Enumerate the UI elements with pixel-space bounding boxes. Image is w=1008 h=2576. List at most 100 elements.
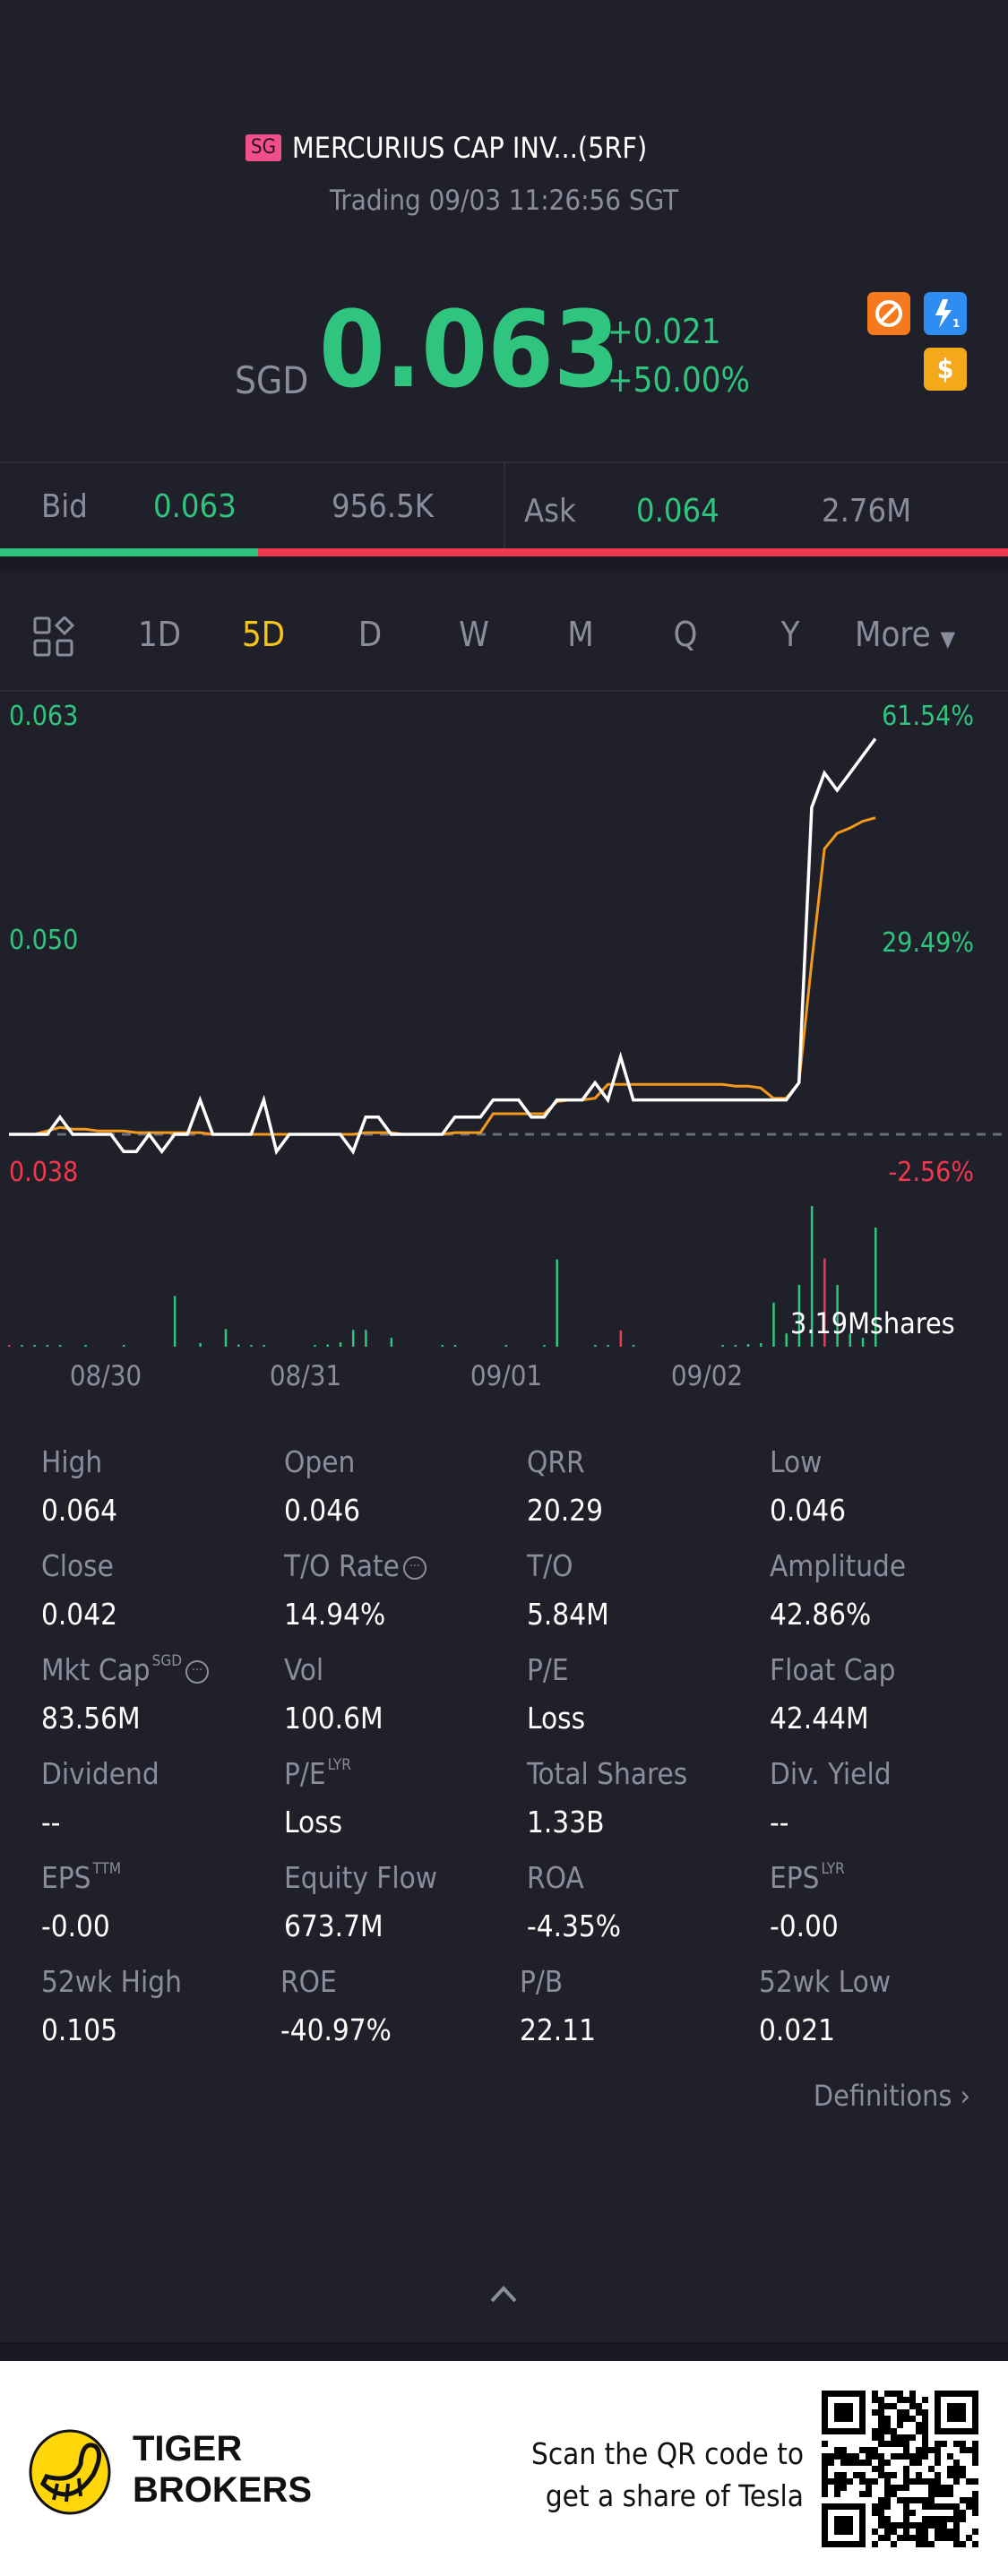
tiger-brokers-logo [29,2429,111,2515]
qr-module [941,2535,947,2541]
qr-module [897,2409,903,2416]
tab-q[interactable]: Q [673,615,698,654]
stat-label-text: Total Shares [527,1756,688,1791]
tab-1d[interactable]: 1D [137,615,182,654]
bid-price: 0.063 [153,488,237,525]
stat-value: -0.00 [770,1908,839,1943]
stat-label-superscript: LYR [821,1860,845,1878]
qr-module [922,2522,928,2529]
qr-module [909,2535,916,2541]
qr-module [884,2416,891,2422]
qr-module [953,2529,960,2535]
qr-module [947,2503,953,2510]
qr-module [884,2491,891,2497]
brand-line-1: TIGER [133,2429,243,2468]
qr-module [916,2529,922,2535]
volume-bar [390,1338,393,1347]
volume-bar [237,1344,240,1347]
qr-module [953,2535,960,2541]
qr-module [928,2466,935,2472]
qr-module [897,2453,903,2460]
qr-module [928,2516,935,2522]
ask-price: 0.064 [636,493,719,530]
volume-bar [339,1342,342,1347]
stock-title: SG MERCURIUS CAP INV...(5RF) [246,131,647,165]
qr-module [828,2453,834,2460]
qr-module [928,2497,935,2503]
qr-module [897,2434,903,2441]
qr-module [953,2510,960,2516]
qr-module [903,2397,909,2403]
lightning-level1-icon[interactable]: 1 [924,292,967,335]
stat-label-text: EPS [770,1860,820,1895]
tab-y[interactable]: Y [780,615,800,654]
qr-module [935,2447,941,2453]
no-shorting-icon[interactable] [867,292,910,335]
qr-module [897,2485,903,2491]
qr-module [878,2497,884,2503]
more-periods-dropdown[interactable]: More ▼ [855,615,955,654]
tab-5d[interactable]: 5D [241,615,286,654]
qr-module [947,2516,953,2522]
price-line [9,737,877,1156]
qr-module [891,2541,897,2547]
volume-bar [797,1285,801,1347]
qr-module [935,2491,941,2497]
dollar-icon[interactable]: $ [924,348,967,391]
volume-bar [314,1345,316,1347]
qr-module [834,2478,840,2485]
qr-module [891,2529,897,2535]
stat-value: 0.046 [284,1493,360,1528]
chevron-up-icon[interactable] [488,2283,519,2308]
qr-module [866,2460,872,2466]
qr-module [872,2397,878,2403]
y-label-left-top: 0.063 [9,701,79,732]
chart-layout-icon[interactable] [33,615,75,661]
qr-module [891,2403,897,2409]
tab-w[interactable]: W [459,615,489,654]
tab-m[interactable]: M [567,615,594,654]
qr-module [884,2391,891,2397]
qr-module [891,2522,897,2529]
qr-module [828,2460,834,2466]
bid-ask-divider [504,463,505,548]
stat-label: ROE [280,1964,337,1999]
volume-bar [263,1345,265,1347]
info-more-icon[interactable]: ··· [402,1555,426,1580]
qr-module [897,2397,903,2403]
volume-bar [760,1343,762,1347]
qr-module [859,2460,866,2466]
qr-module [891,2428,897,2434]
definitions-link[interactable]: Definitions › [814,2079,970,2113]
volume-bar [453,1345,457,1347]
volume-bar [122,1345,125,1347]
volume-bar [810,1206,814,1347]
qr-module [916,2497,922,2503]
qr-module [916,2447,922,2453]
intraday-chart[interactable] [0,690,1008,1425]
qr-module [947,2472,953,2478]
qr-module [909,2403,916,2409]
qr-module [866,2491,872,2497]
stat-label-text: EPS [41,1860,91,1895]
stat-label: P/B [520,1964,563,1999]
qr-module [935,2522,941,2529]
qr-module [909,2453,916,2460]
qr-module [928,2485,935,2491]
qr-module [872,2510,878,2516]
volume-bar [861,1338,865,1347]
qr-module [872,2478,878,2485]
qr-module [884,2472,891,2478]
qr-module [972,2460,978,2466]
qr-module [947,2529,953,2535]
definitions-label: Definitions [813,2079,952,2113]
stat-label: P/E [527,1652,569,1687]
qr-module [966,2497,972,2503]
qr-module [878,2460,884,2466]
info-more-icon[interactable]: ··· [185,1659,210,1684]
tab-d[interactable]: D [358,615,383,654]
qr-module [822,2478,828,2485]
qr-module [935,2453,941,2460]
qr-module [935,2516,941,2522]
qr-module [884,2441,891,2447]
